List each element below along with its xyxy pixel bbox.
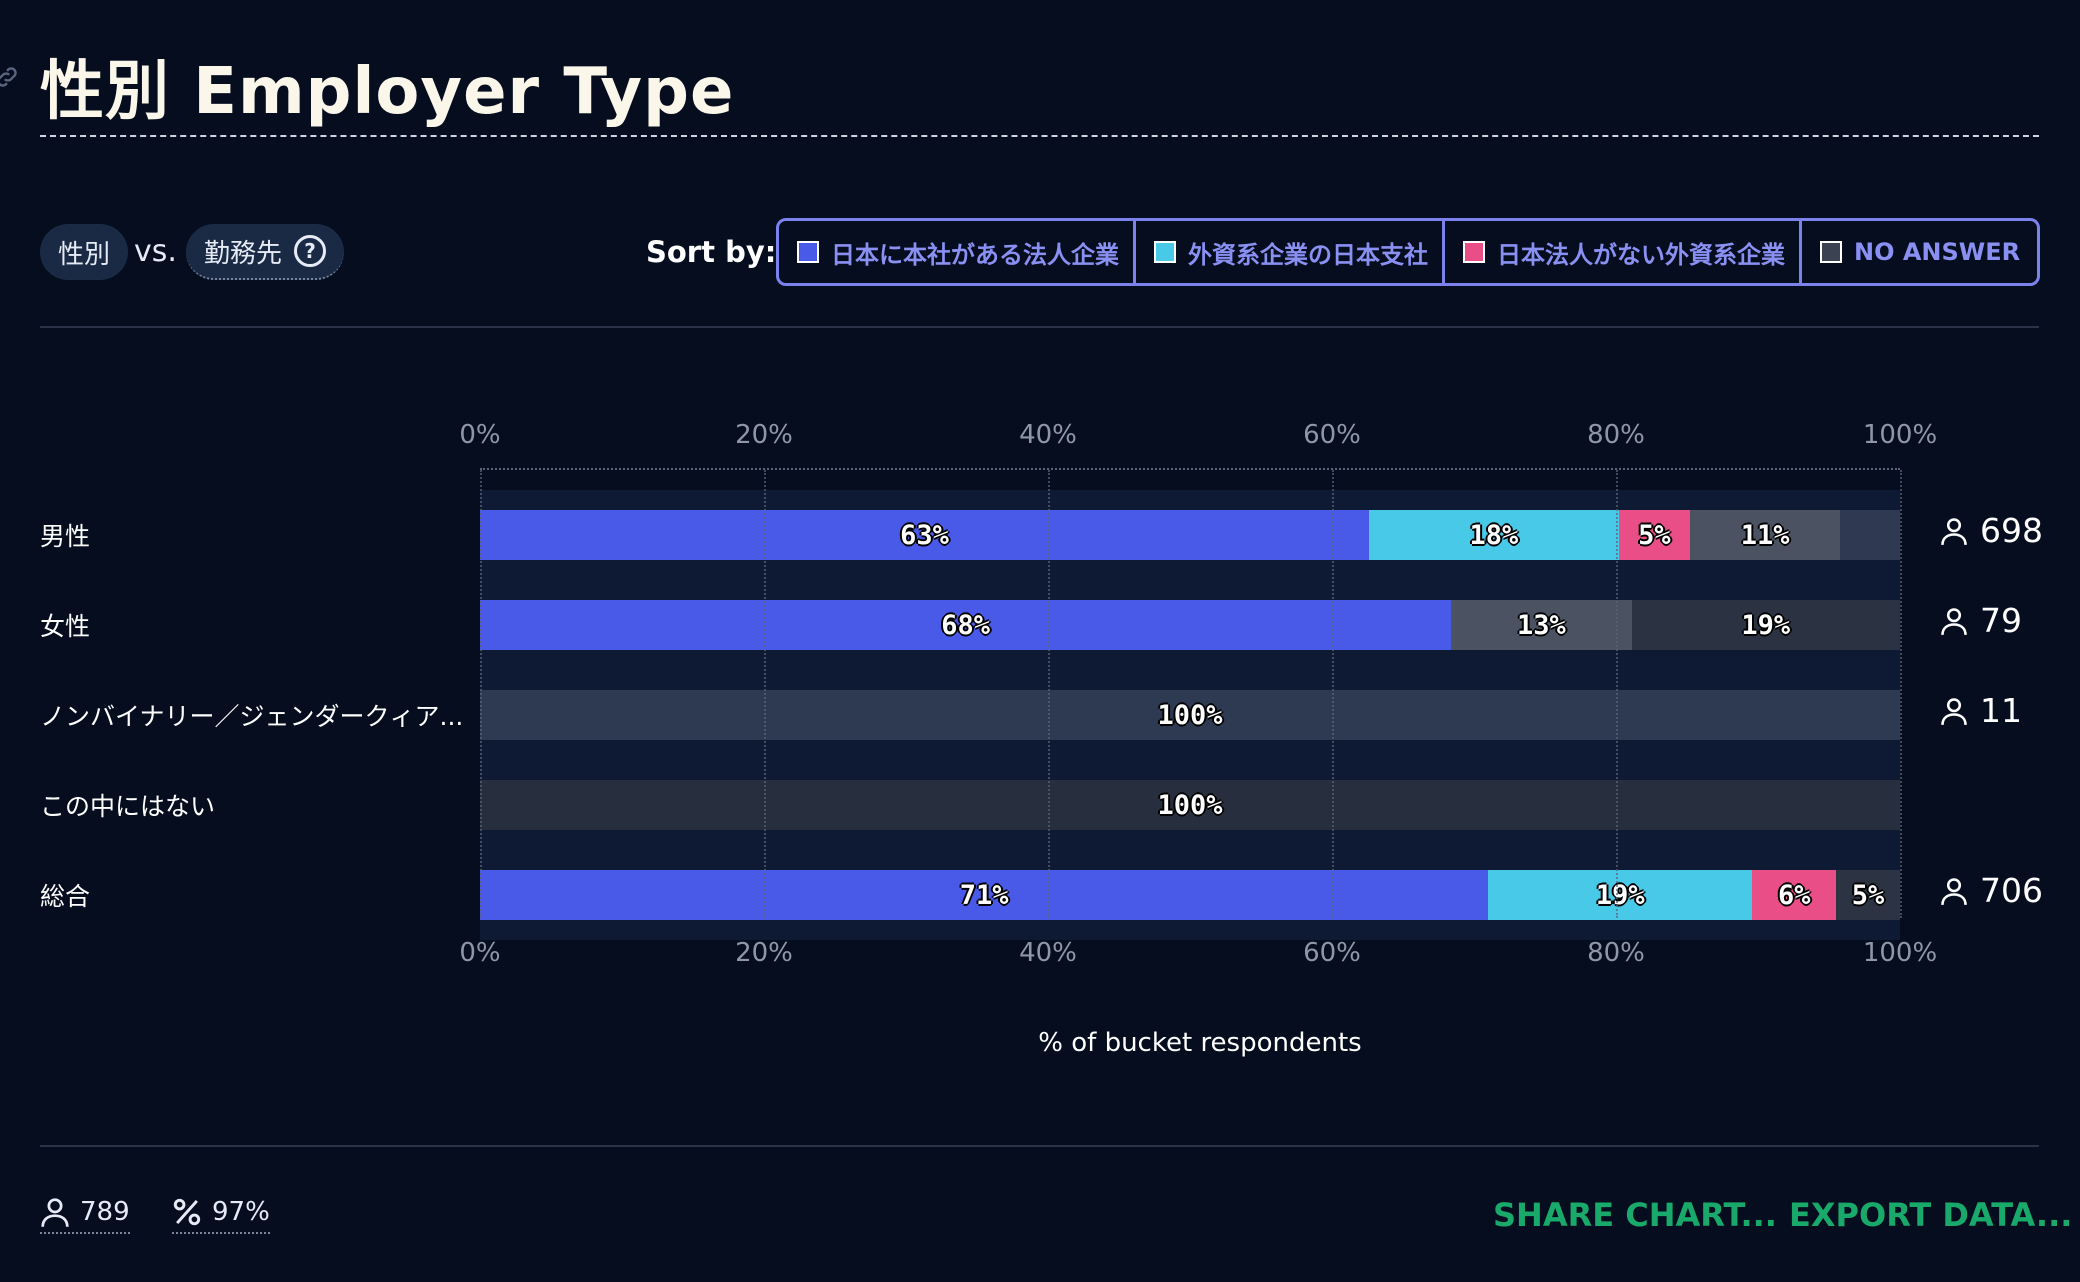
x-tick-label: 60% (1303, 420, 1361, 450)
gridline (1616, 470, 1618, 918)
row-variable-chip[interactable]: 性別 (40, 224, 129, 280)
header-divider (40, 326, 2039, 328)
footer-divider (40, 1145, 2039, 1147)
x-tick-label: 20% (735, 938, 793, 968)
title-divider (40, 135, 2039, 137)
sort-option-foreign-no-jp[interactable]: 日本法人がない外資系企業 (1445, 221, 1802, 283)
bar-track: 68% 13% 19% (480, 600, 1900, 650)
bar-segment[interactable]: 100% (480, 690, 1900, 740)
percent-icon (173, 1198, 201, 1226)
x-tick-label: 20% (735, 420, 793, 450)
gridline (480, 470, 482, 918)
row-label: 男性 (40, 522, 91, 551)
swatch-jp-hq (797, 241, 819, 263)
x-tick-label: 0% (459, 938, 501, 968)
response-rate-value: 97% (212, 1197, 270, 1227)
row-count-value: 11 (1980, 691, 2022, 730)
row-count-value: 706 (1980, 871, 2043, 910)
bar-segment[interactable]: 11% (1689, 510, 1841, 560)
bar-segment[interactable]: 13% (1451, 600, 1632, 650)
x-tick-label: 100% (1862, 938, 1938, 968)
x-tick-label: 0% (459, 420, 501, 450)
sort-option-foreign-jp-branch[interactable]: 外資系企業の日本支社 (1136, 221, 1445, 283)
x-tick-label: 80% (1587, 420, 1645, 450)
sort-option-label: 日本に本社がある法人企業 (831, 240, 1119, 269)
column-variable-label: 勤務先 (204, 238, 283, 269)
bar-segment[interactable]: 5% (1836, 870, 1900, 920)
bar-segment[interactable]: 71% (480, 870, 1489, 920)
x-tick-label: 100% (1862, 420, 1938, 450)
column-variable-chip[interactable]: 勤務先 ? (186, 224, 345, 280)
share-chart-button[interactable]: SHARE CHART... (1493, 1196, 1777, 1234)
swatch-foreign-no-jp (1463, 241, 1485, 263)
response-rate[interactable]: 97% (172, 1196, 270, 1234)
swatch-foreign-jp-branch (1154, 241, 1176, 263)
person-icon (1941, 517, 1967, 545)
bar-segment[interactable] (1840, 510, 1900, 560)
total-respondents-value: 789 (80, 1197, 130, 1227)
row-count[interactable]: 11 (1940, 691, 2022, 730)
total-respondents[interactable]: 789 (40, 1196, 130, 1234)
gridline (1900, 470, 1902, 918)
bar-segment[interactable]: 18% (1368, 510, 1619, 560)
help-icon[interactable]: ? (294, 235, 327, 267)
chart-title: 性別 Employer Type (40, 55, 735, 129)
bar-track: 100% (480, 690, 1900, 740)
person-icon (41, 1198, 69, 1227)
sort-option-label: NO ANSWER (1854, 238, 2021, 266)
x-tick-label: 60% (1303, 938, 1361, 968)
x-tick-label: 40% (1019, 420, 1077, 450)
gridline (1048, 470, 1050, 918)
gridline (1332, 470, 1334, 918)
person-icon (1941, 877, 1967, 905)
bar-segment[interactable]: 63% (480, 510, 1369, 560)
export-data-button[interactable]: EXPORT DATA... (1789, 1196, 2073, 1234)
sort-by-label: Sort by: (646, 235, 777, 269)
row-count[interactable]: 79 (1940, 601, 2022, 640)
bar-segment[interactable]: 5% (1618, 510, 1690, 560)
row-label: ノンバイナリー／ジェンダークィア... (40, 702, 464, 731)
bar-track: 100% (480, 780, 1900, 830)
sort-option-label: 外資系企業の日本支社 (1188, 240, 1428, 269)
person-icon (1941, 697, 1967, 725)
person-icon (1941, 607, 1967, 635)
plot-area: 63% 18% 5% 11% 68% 13% 19% 100% 100% 71% 19% 6% 5% (480, 468, 1902, 940)
sort-option-jp-hq[interactable]: 日本に本社がある法人企業 (779, 221, 1136, 283)
x-axis-title: % of bucket respondents (1038, 1028, 1362, 1058)
swatch-no-answer (1820, 241, 1842, 263)
sort-option-no-answer[interactable]: NO ANSWER (1802, 221, 2037, 283)
sort-option-label: 日本法人がない外資系企業 (1497, 240, 1785, 269)
bar-segment[interactable]: 19% (1631, 600, 1900, 650)
row-count[interactable]: 706 (1940, 871, 2043, 910)
bar-segment[interactable]: 68% (480, 600, 1452, 650)
gridline (764, 470, 766, 918)
row-count-value: 79 (1980, 601, 2022, 640)
row-variable-label: 性別 (58, 239, 111, 270)
vs-label: vs. (134, 234, 177, 269)
row-count[interactable]: 698 (1940, 511, 2043, 550)
bar-segment[interactable]: 6% (1752, 870, 1837, 920)
sort-options: 日本に本社がある法人企業 外資系企業の日本支社 日本法人がない外資系企業 NO … (776, 218, 2040, 286)
row-label: この中にはない (40, 792, 216, 821)
row-label: 総合 (40, 882, 91, 911)
x-tick-label: 40% (1019, 938, 1077, 968)
bar-track: 71% 19% 6% 5% (480, 870, 1900, 920)
bar-segment[interactable]: 19% (1488, 870, 1753, 920)
bar-track: 63% 18% 5% 11% (480, 510, 1900, 560)
row-label: 女性 (40, 612, 91, 641)
x-tick-label: 80% (1587, 938, 1645, 968)
link-icon[interactable] (0, 64, 20, 90)
row-count-value: 698 (1980, 511, 2043, 550)
bar-segment[interactable]: 100% (480, 780, 1900, 830)
